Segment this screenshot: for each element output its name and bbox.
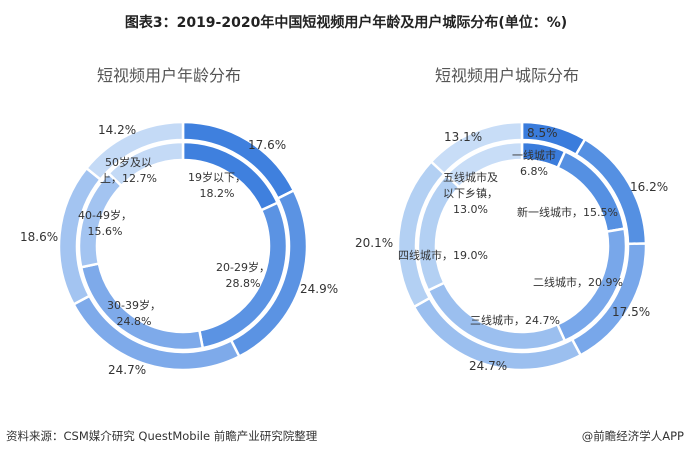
outer-label: 8.5%	[527, 126, 558, 140]
donut-segment-inner-五线城市及以下乡镇	[444, 140, 524, 189]
outer-label: 14.2%	[98, 123, 137, 137]
inner-label: 40-49岁， 15.6%	[78, 209, 132, 238]
inner-label: 新一线城市，15.5%	[517, 206, 618, 219]
inner-label: 四线城市，19.0%	[398, 249, 488, 262]
inner-label: 20-29岁， 28.8%	[216, 261, 270, 290]
inner-label: 二线城市，20.9%	[533, 276, 623, 289]
donut-segment-inner-50岁及以上	[106, 140, 185, 188]
outer-label: 17.6%	[248, 138, 287, 152]
outer-label: 24.7%	[108, 363, 147, 377]
outer-label: 24.9%	[300, 282, 339, 296]
inner-label: 一线城市 6.8%	[512, 149, 556, 178]
donut-segment-outer-五线城市及以下乡镇	[429, 120, 524, 176]
credit-note: @前瞻经济学人APP	[581, 429, 684, 443]
outer-label: 16.2%	[630, 180, 669, 194]
inner-label: 50岁及以 上，12.7%	[100, 156, 157, 185]
outer-label: 24.7%	[469, 359, 508, 373]
source-note: 资料来源：CSM媒介研究 QuestMobile 前瞻产业研究院整理	[6, 429, 318, 443]
donut-segment-outer-50岁及以上	[84, 120, 185, 182]
inner-label: 三线城市，24.7%	[470, 314, 560, 327]
inner-label: 19岁以下， 18.2%	[188, 171, 246, 200]
inner-label: 五线城市及 以下乡镇， 13.0%	[443, 171, 498, 216]
outer-label: 18.6%	[20, 230, 59, 244]
outer-label: 20.1%	[355, 236, 394, 250]
chart-title-age: 短视频用户年龄分布	[97, 66, 242, 85]
inner-label: 30-39岁， 24.8%	[107, 299, 161, 328]
figure-title: 图表3：2019-2020年中国短视频用户年龄及用户城际分布(单位：%)	[124, 15, 568, 31]
outer-label: 13.1%	[444, 130, 483, 144]
outer-label: 17.5%	[612, 305, 651, 319]
chart-title-city: 短视频用户城际分布	[435, 66, 580, 85]
